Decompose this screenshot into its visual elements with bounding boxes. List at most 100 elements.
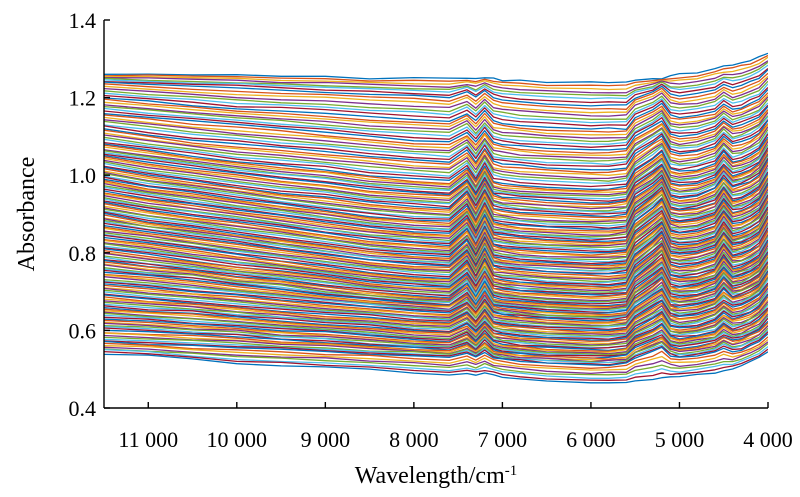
spectrum-line-interp	[104, 263, 768, 316]
spectrum-line-interp	[104, 175, 768, 234]
spectrum-line	[104, 351, 768, 384]
spectrum-line-interp	[104, 343, 768, 376]
spectrum-line-interp	[104, 146, 768, 200]
spectrum-line-interp	[104, 301, 768, 346]
spectrum-line-interp	[104, 181, 768, 240]
x-tick-label: 8 000	[389, 427, 439, 452]
spectrum-line-interp	[104, 54, 768, 87]
spectrum-line-interp	[104, 109, 768, 154]
spectrum-line-interp	[104, 141, 768, 196]
spectrum-line	[104, 119, 768, 171]
spectrum-line-interp	[104, 209, 768, 267]
spectrum-line	[104, 89, 768, 131]
spectrum-line-interp	[104, 317, 768, 357]
spectrum-line-interp	[104, 232, 768, 290]
spectrum-line-interp	[104, 60, 768, 94]
spectrum-line-interp	[104, 291, 768, 338]
spectrum-line-interp	[104, 293, 768, 340]
spectrum-line-interp	[104, 150, 768, 205]
spectrum-line-interp	[104, 339, 768, 371]
spectrum-line-interp	[104, 244, 768, 299]
spectrum-line-interp	[104, 278, 768, 327]
spectrum-line	[104, 136, 768, 190]
spectrum-line-interp	[104, 316, 768, 357]
spectrum-line	[104, 106, 768, 151]
spectrum-line-interp	[104, 110, 768, 156]
spectrum-line	[104, 308, 768, 352]
spectrum-line-interp	[104, 235, 768, 293]
spectrum-line	[104, 271, 768, 322]
spectrum-line-interp	[104, 273, 768, 324]
spectrum-line	[104, 252, 768, 307]
spectrum-line-interp	[104, 92, 768, 133]
spectrum-line-interp	[104, 199, 768, 257]
x-tick-label: 6 000	[566, 427, 616, 452]
spectrum-line	[104, 69, 768, 107]
spectrum-line-interp	[104, 299, 768, 345]
spectrum-line	[104, 240, 768, 297]
spectrum-line-interp	[104, 75, 768, 114]
spectrum-line-interp	[104, 203, 768, 263]
spectrum-line-interp	[104, 116, 768, 166]
spectrum-line-interp	[104, 322, 768, 360]
spectrum-line-interp	[104, 133, 768, 188]
spectrum-line-interp	[104, 163, 768, 221]
spectrum-line-interp	[104, 102, 768, 145]
y-tick-label: 0.6	[69, 318, 97, 343]
spectrum-line-interp	[104, 348, 768, 381]
spectrum-line-interp	[104, 254, 768, 308]
spectrum-line	[104, 196, 768, 254]
spectrum-line-interp	[104, 112, 768, 159]
x-tick-label: 5 000	[655, 427, 705, 452]
spectrum-line-interp	[104, 249, 768, 304]
spectrum-line-interp	[104, 214, 768, 272]
spectrum-line-interp	[104, 211, 768, 270]
spectrum-line-interp	[104, 194, 768, 253]
spectrum-line-interp	[104, 324, 768, 362]
spectrum-line-interp	[104, 188, 768, 246]
x-ticks: 11 000 10 000 9 000 8 000 7 000 6 000 5 000 4 0…	[118, 402, 793, 452]
spectrum-line-interp	[104, 315, 768, 356]
spectrum-line-interp	[104, 329, 768, 364]
spectrum-line	[104, 149, 768, 204]
spectrum-line-interp	[104, 64, 768, 100]
spectrum-line-interp	[104, 226, 768, 284]
x-tick-label: 4 000	[743, 427, 793, 452]
spectrum-line-interp	[104, 189, 768, 247]
spectrum-line-interp	[104, 336, 768, 369]
spectrum-line-interp	[104, 167, 768, 224]
spectrum-line-interp	[104, 325, 768, 363]
spectrum-line-interp	[104, 72, 768, 110]
spectrum-line-interp	[104, 303, 768, 347]
spectrum-line-interp	[104, 239, 768, 295]
spectrum-line-interp	[104, 285, 768, 333]
spectrum-line	[104, 333, 768, 367]
series-group	[104, 52, 768, 384]
spectrum-line	[104, 184, 768, 243]
spectrum-line-interp	[104, 185, 768, 244]
spectrum-line-interp	[104, 174, 768, 232]
spectrum-line	[104, 217, 768, 275]
x-tick-label: 9 000	[301, 427, 351, 452]
spectrum-line-interp	[104, 290, 768, 337]
spectrum-line-interp	[104, 313, 768, 355]
spectrum-line-interp	[104, 245, 768, 302]
spectrum-line-interp	[104, 124, 768, 176]
x-axis-title: Wavelength/cm-1	[355, 463, 518, 489]
spectrum-line-interp	[104, 171, 768, 229]
spectrum-line-interp	[104, 147, 768, 202]
spectrum-line-interp	[104, 206, 768, 265]
spectrum-line-interp	[104, 158, 768, 215]
spectrum-line-interp	[104, 182, 768, 241]
x-tick-label: 11 000	[118, 427, 178, 452]
spectrum-line-interp	[104, 96, 768, 139]
spectrum-line-interp	[104, 119, 768, 167]
x-axis-title-superscript: -1	[505, 463, 518, 479]
spectrum-line-interp	[104, 257, 768, 311]
y-tick-label: 0.8	[69, 241, 97, 266]
spectrum-line	[104, 172, 768, 230]
spectrum-line-interp	[104, 197, 768, 256]
spectrum-line-interp	[104, 98, 768, 143]
y-tick-label: 1.4	[69, 8, 97, 33]
spectrum-line-interp	[104, 192, 768, 251]
